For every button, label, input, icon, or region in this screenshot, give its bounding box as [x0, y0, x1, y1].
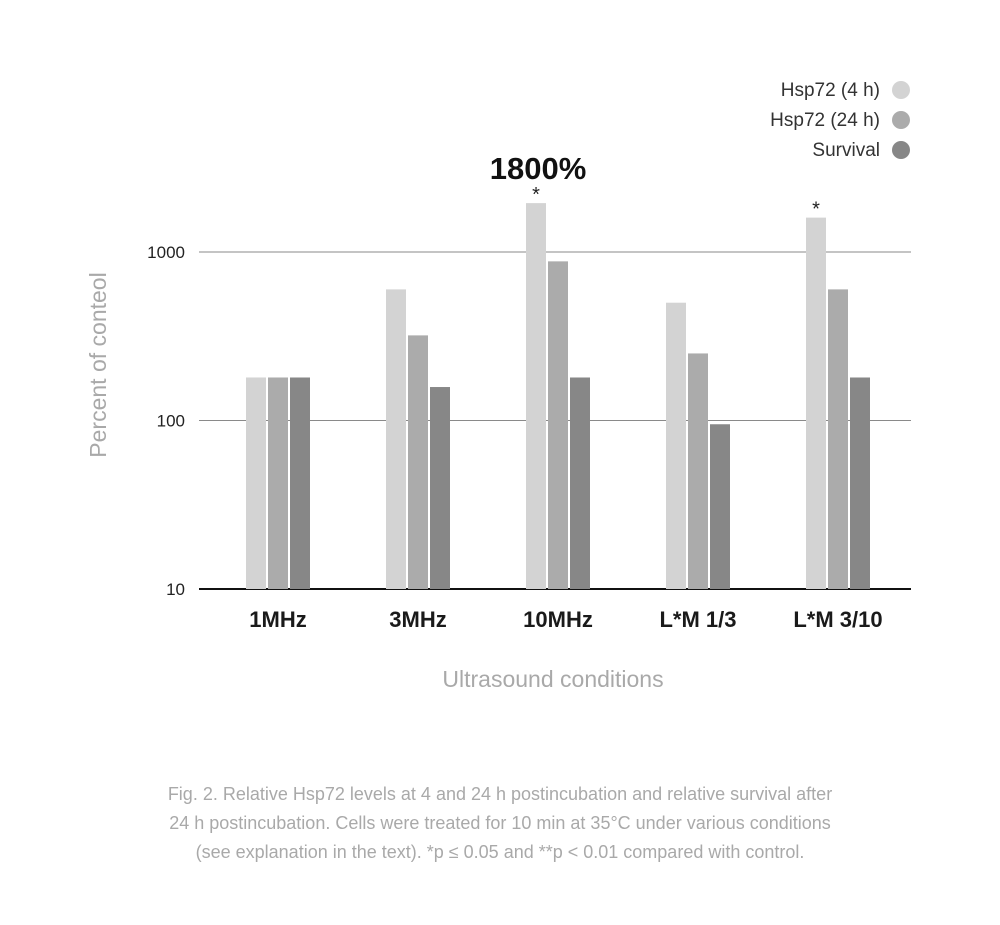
bar — [268, 377, 288, 589]
bar — [570, 377, 590, 589]
figure-caption: Fig. 2. Relative Hsp72 levels at 4 and 2… — [100, 780, 900, 867]
x-tick-label: L*M 1/3 — [659, 607, 736, 632]
legend: Hsp72 (4 h) Hsp72 (24 h) Survival — [770, 80, 910, 161]
bar — [408, 335, 428, 589]
bar — [246, 377, 266, 589]
x-tick-label: 1MHz — [249, 607, 306, 632]
bar — [688, 353, 708, 589]
annotations: **1800% — [490, 151, 820, 221]
caption-line: 24 h postincubation. Cells were treated … — [169, 813, 831, 833]
legend-swatch — [892, 81, 910, 99]
legend-label: Survival — [812, 140, 880, 161]
legend-label: Hsp72 (4 h) — [781, 80, 880, 101]
bar — [710, 424, 730, 589]
x-tick-label: 3MHz — [389, 607, 446, 632]
caption-line: (see explanation in the text). *p ≤ 0.05… — [195, 842, 805, 862]
significance-marker: * — [532, 184, 540, 206]
y-tick-label: 100 — [157, 412, 185, 431]
bar — [850, 377, 870, 589]
y-tick-label: 10 — [166, 580, 185, 599]
y-tick-labels: 10 100 1000 — [147, 243, 185, 599]
x-axis-title: Ultrasound conditions — [442, 666, 663, 692]
bar — [290, 377, 310, 589]
x-tick-label: 10MHz — [523, 607, 593, 632]
significance-marker: * — [812, 199, 820, 221]
x-tick-labels: 1MHz 3MHz 10MHz L*M 1/3 L*M 3/10 — [249, 607, 882, 632]
callout-label: 1800% — [490, 151, 587, 186]
legend-label: Hsp72 (24 h) — [770, 110, 880, 131]
legend-swatch — [892, 111, 910, 129]
y-tick-label: 1000 — [147, 243, 185, 262]
y-axis-title: Percent of conteol — [85, 272, 111, 457]
bar — [430, 387, 450, 589]
bar — [386, 289, 406, 589]
bar — [806, 217, 826, 590]
bar — [526, 203, 546, 590]
bar — [666, 302, 686, 589]
caption-line: Fig. 2. Relative Hsp72 levels at 4 and 2… — [167, 784, 833, 804]
bar — [828, 289, 848, 589]
legend-swatch — [892, 141, 910, 159]
bar — [548, 261, 568, 589]
bars — [246, 203, 870, 590]
x-tick-label: L*M 3/10 — [793, 607, 882, 632]
